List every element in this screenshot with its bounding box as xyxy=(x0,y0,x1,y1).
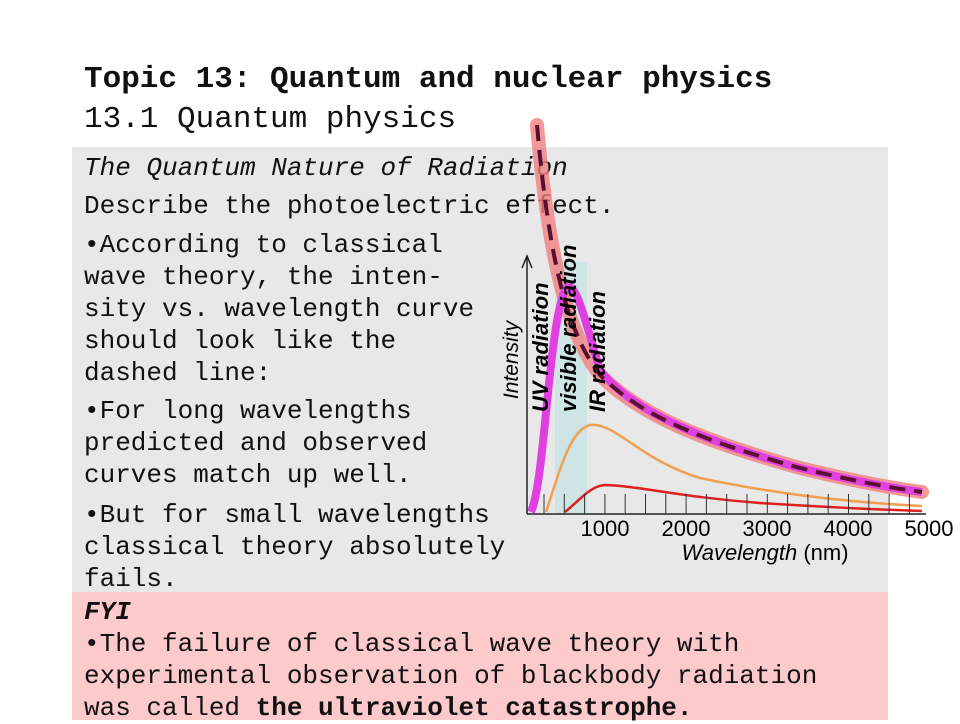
x-tick-label: 3000 xyxy=(743,516,792,541)
title: Topic 13: Quantum and nuclear physics xyxy=(84,62,773,97)
y-axis-label: Intensity xyxy=(500,319,523,399)
objective: Describe the photoelectric effect. xyxy=(84,191,615,221)
bullet-line: sity vs. wavelength curve xyxy=(84,294,475,324)
region-label: visible radiation xyxy=(556,245,581,413)
bullet-line: predicted and observed xyxy=(84,428,428,458)
bullet-line: curves match up well. xyxy=(84,460,412,490)
fyi-line: •The failure of classical wave theory wi… xyxy=(84,629,740,659)
x-tick-label: 4000 xyxy=(824,516,873,541)
fyi-line: was called the ultraviolet catastrophe. xyxy=(84,692,693,724)
x-ticks xyxy=(543,494,910,514)
x-tick-label: 2000 xyxy=(662,516,711,541)
x-tick-label: 5000 xyxy=(905,516,954,541)
y-arrow xyxy=(521,254,533,269)
bullet-line: •But for small wavelengths xyxy=(84,500,490,530)
fyi-heading: FYI xyxy=(84,597,131,627)
content-panel xyxy=(72,147,888,592)
fyi-text: was called xyxy=(84,693,256,723)
classical-curve xyxy=(535,124,923,494)
bullet-line: fails. xyxy=(84,564,178,594)
fyi-line: experimental observation of blackbody ra… xyxy=(84,661,818,691)
bullet-line: should look like the xyxy=(84,326,397,356)
fyi-panel xyxy=(72,592,888,720)
x-label-unit: (nm) xyxy=(803,540,848,565)
fyi-emphasis: the ultraviolet catastrophe. xyxy=(255,693,693,723)
x-label-main: Wavelength xyxy=(681,540,797,565)
subtitle: 13.1 Quantum physics xyxy=(84,102,457,137)
bullet-line: •According to classical xyxy=(84,230,443,260)
bullet-line: wave theory, the inten- xyxy=(84,262,443,292)
bullet-line: dashed line: xyxy=(84,358,272,388)
x-tick-label: 1000 xyxy=(581,516,630,541)
region-label: IR radiation xyxy=(585,291,610,412)
bullet-line: •For long wavelengths xyxy=(84,396,412,426)
curve-mid-temp xyxy=(544,423,923,513)
x-axis-label: Wavelength (nm) xyxy=(681,540,848,565)
region-label: UV radiation xyxy=(528,282,553,412)
bullet-line: classical theory absolutely xyxy=(84,532,506,562)
